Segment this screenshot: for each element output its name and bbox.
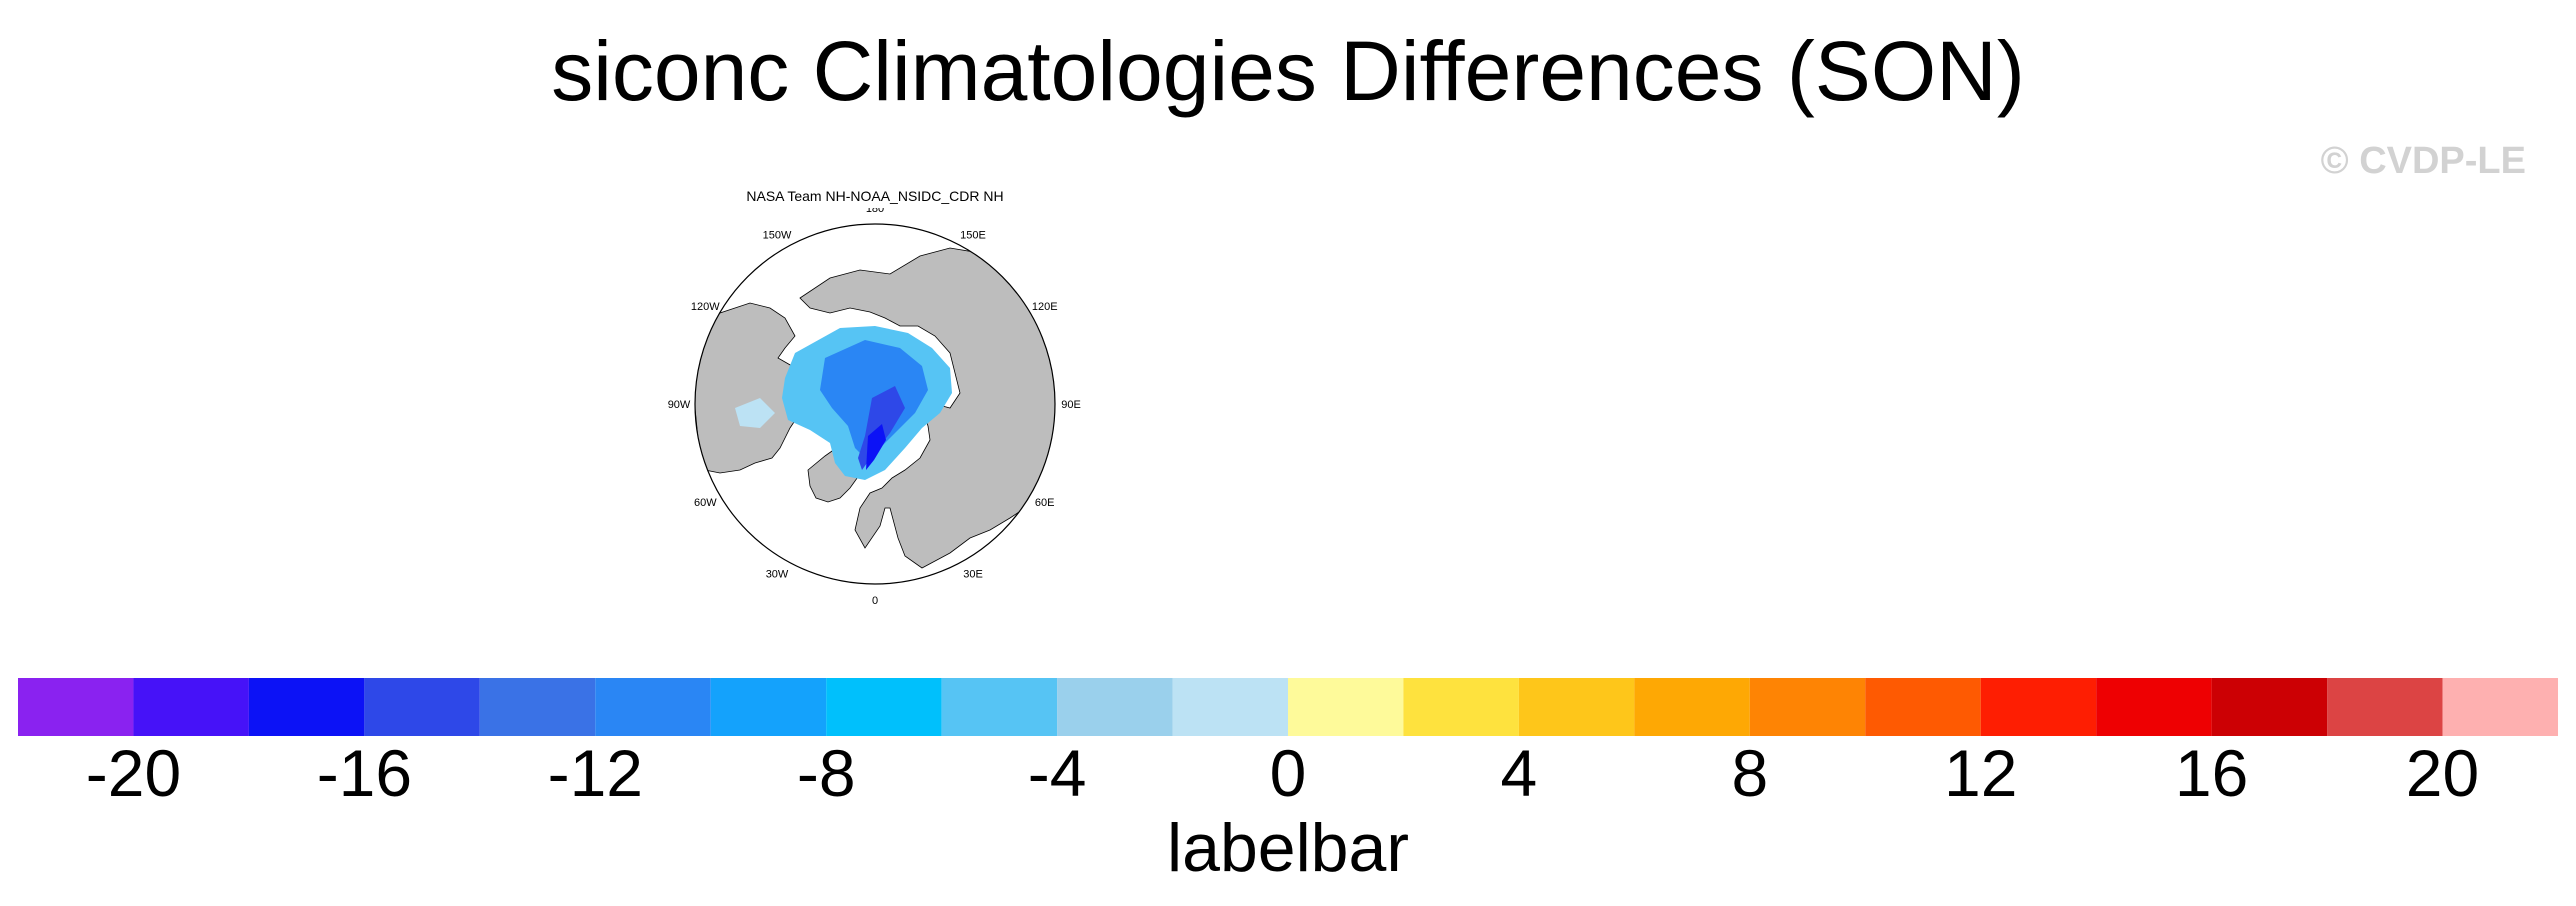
sea-ice-diff-edge: [866, 424, 886, 470]
colorbar-box: [1172, 678, 1288, 736]
lon-label-30w: 30W: [766, 569, 789, 581]
colorbar-box: [479, 678, 596, 736]
colorbar-box: [18, 678, 134, 736]
colorbar-box: [1057, 678, 1173, 736]
colorbar-tick-label: 8: [1731, 736, 1768, 810]
lon-label-0: 0: [872, 595, 878, 607]
sea-ice-diff-light: [735, 398, 775, 428]
colorbar-tick-label: 16: [2175, 736, 2248, 810]
lon-label-150e: 150E: [960, 229, 986, 241]
colorbar-tick-label: -4: [1028, 736, 1087, 810]
colorbar-tick-label: -20: [86, 736, 181, 810]
lon-label-90e: 90E: [1061, 399, 1081, 411]
cvdp-le-watermark: © CVDP-LE: [2320, 140, 2526, 182]
lon-label-60e: 60E: [1035, 497, 1055, 509]
colorbar-box: [2096, 678, 2212, 736]
colorbar-tick-label: -8: [797, 736, 856, 810]
colorbar-box: [248, 678, 365, 736]
colorbar-box: [826, 678, 942, 736]
panel-title: NASA Team NH-NOAA_NSIDC_CDR NH: [746, 188, 1004, 204]
lon-label-120e: 120E: [1032, 301, 1058, 313]
lon-label-120w: 120W: [691, 301, 720, 313]
colorbar-tick-label: -16: [317, 736, 412, 810]
lon-label-60w: 60W: [694, 497, 717, 509]
colorbar-box: [364, 678, 480, 736]
lon-label-150w: 150W: [763, 229, 792, 241]
lon-label-30e: 30E: [963, 569, 983, 581]
colorbar-box: [1634, 678, 1750, 736]
polar-stereographic-map: 180 150E 120E 90E 60E 30E 0 30W 60W 90W 120W 150W: [668, 208, 1081, 607]
colorbar-box: [1749, 678, 1866, 736]
colorbar-tick-label: 4: [1501, 736, 1538, 810]
colorbar-box: [1518, 678, 1635, 736]
colorbar-tick-label: 12: [1944, 736, 2017, 810]
colorbar-box: [2211, 678, 2328, 736]
colorbar-box: [133, 678, 249, 736]
colorbar-tick-label: 0: [1270, 736, 1307, 810]
colorbar-box: [1403, 678, 1519, 736]
colorbar-box: [1980, 678, 2097, 736]
colorbar-box: [595, 678, 711, 736]
lon-label-90w: 90W: [668, 399, 691, 411]
colorbar-tick-label: -12: [548, 736, 643, 810]
colorbar-box: [2442, 678, 2558, 736]
colorbar-box: [710, 678, 827, 736]
colorbar-box: [941, 678, 1058, 736]
colorbar-label: labelbar: [1167, 810, 1409, 886]
colorbar-box: [2327, 678, 2443, 736]
colorbar-box: [1288, 678, 1404, 736]
lon-label-180: 180: [866, 208, 884, 215]
colorbar: -20 -16 -12 -8 -4 0 4 8 12 16 20: [18, 678, 2558, 810]
figure-title: siconc Climatologies Differences (SON): [551, 24, 2025, 118]
colorbar-box: [1865, 678, 1981, 736]
colorbar-tick-label: 20: [2406, 736, 2479, 810]
